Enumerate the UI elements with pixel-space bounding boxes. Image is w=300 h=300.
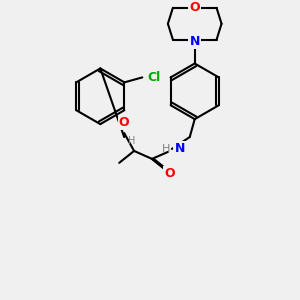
Text: H: H <box>128 136 136 146</box>
Text: O: O <box>189 1 200 14</box>
Text: N: N <box>190 35 200 48</box>
Text: H: H <box>161 144 170 154</box>
Text: O: O <box>165 167 175 180</box>
Text: N: N <box>175 142 185 155</box>
Text: O: O <box>119 116 130 129</box>
Text: Cl: Cl <box>147 71 161 84</box>
